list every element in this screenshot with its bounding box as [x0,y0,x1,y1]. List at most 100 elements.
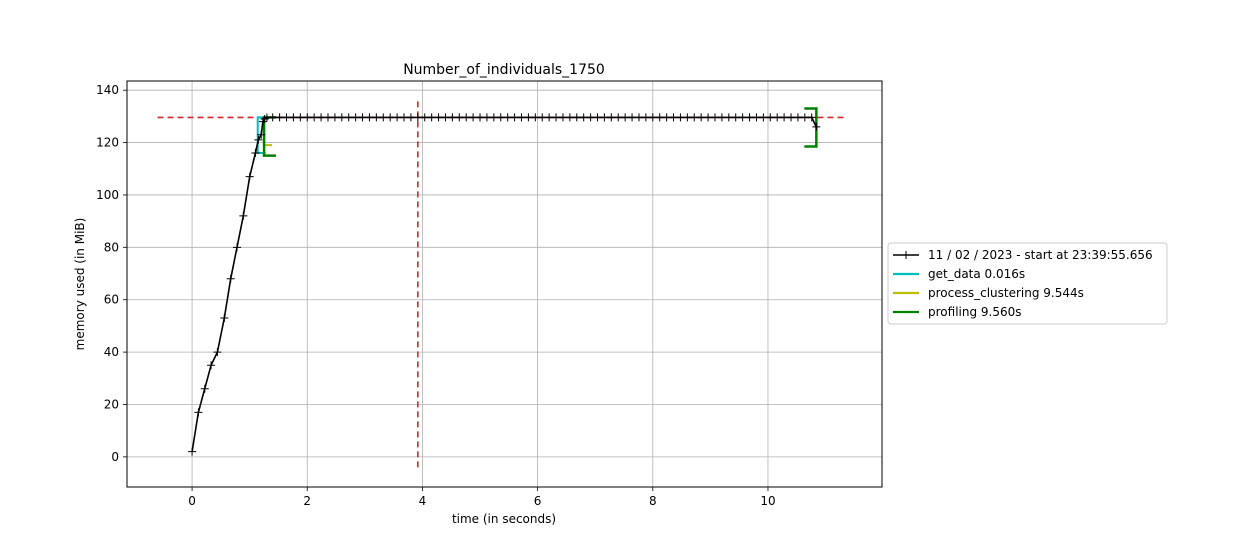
data-point [545,113,554,122]
data-point [745,113,754,122]
data-point [593,113,602,122]
data-point [220,314,229,323]
x-axis-label: time (in seconds) [452,512,556,526]
data-point [476,113,485,122]
data-point [303,113,312,122]
data-point [251,149,260,158]
legend-frame [887,242,1168,325]
data-point [254,135,263,144]
data-point [310,113,319,122]
y-tick-label: 60 [104,293,119,307]
data-point [614,113,623,122]
data-point [683,113,692,122]
y-tick-label: 20 [104,397,119,411]
data-point [538,113,547,122]
legend-label: profiling 9.560s [928,305,1022,319]
data-point [579,113,588,122]
data-point [641,113,650,122]
data-point [704,113,713,122]
data-point [289,113,298,122]
data-point [662,113,671,122]
data-point [317,113,326,122]
data-point [469,113,478,122]
data-point [413,113,422,122]
data-point [462,113,471,122]
data-point [400,113,409,122]
series-layer [188,107,821,456]
data-point [207,361,216,370]
data-point [379,113,388,122]
data-point [517,113,526,122]
data-point [482,113,491,122]
data-point [351,113,360,122]
data-point [296,113,305,122]
data-point [358,113,367,122]
y-axis-label: memory used (in MiB) [73,218,87,351]
x-tick-label: 4 [419,494,427,508]
data-point [275,113,284,122]
data-point [194,408,203,417]
y-tick-label: 0 [111,450,119,464]
data-point [787,113,796,122]
data-point [496,113,505,122]
data-point [406,113,415,122]
data-point [200,384,209,393]
data-point [434,113,443,122]
data-point [676,113,685,122]
chart-title: Number_of_individuals_1750 [403,62,605,78]
data-point [510,113,519,122]
data-point [607,113,616,122]
data-point [552,113,561,122]
data-point [337,113,346,122]
data-point [697,113,706,122]
data-point [634,113,643,122]
legend-label: get_data 0.016s [928,267,1025,281]
data-point [330,113,339,122]
data-point [738,113,747,122]
data-point [393,113,402,122]
data-point [773,113,782,122]
y-tick-label: 40 [104,345,119,359]
data-point [232,243,241,252]
data-point [386,113,395,122]
data-point [323,113,332,122]
data-point [455,113,464,122]
data-point [420,113,429,122]
data-point [503,113,512,122]
data-point [752,113,761,122]
y-tick-label: 80 [104,240,119,254]
x-tick-label: 2 [303,494,311,508]
data-point [268,113,277,122]
x-tick-label: 8 [649,494,657,508]
data-point [648,113,657,122]
data-point [621,113,630,122]
y-tick-label: 100 [96,188,119,202]
data-point [239,211,248,220]
data-point [489,113,498,122]
data-point [448,113,457,122]
data-point [766,113,775,122]
get-data-bracket [256,116,266,155]
data-point [793,113,802,122]
data-point [655,113,664,122]
legend-label: 11 / 02 / 2023 - start at 23:39:55.656 [928,248,1153,262]
data-point [759,113,768,122]
data-point [812,122,821,131]
data-point [226,274,235,283]
data-point [365,113,374,122]
data-point [558,113,567,122]
data-point [245,172,254,181]
legend-label: process_clustering 9.544s [928,286,1084,300]
data-point [282,113,291,122]
data-point [524,113,533,122]
data-point [565,113,574,122]
data-point [717,113,726,122]
legend-marker [902,251,910,259]
data-point [780,113,789,122]
axes-frame [126,80,883,488]
data-point [600,113,609,122]
data-point [690,113,699,122]
data-point [800,113,809,122]
legend: 11 / 02 / 2023 - start at 23:39:55.656 ge… [887,242,1168,325]
